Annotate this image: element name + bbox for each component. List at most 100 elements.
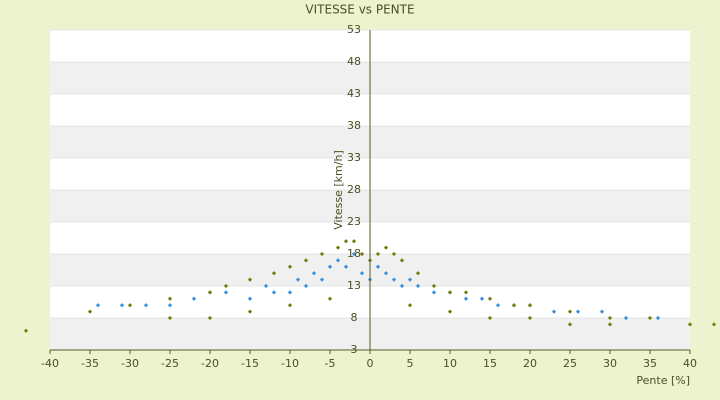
x-tick-label: 5	[407, 357, 414, 370]
point	[655, 315, 661, 321]
point	[383, 271, 389, 276]
point	[207, 315, 213, 321]
point	[623, 315, 629, 321]
point	[415, 283, 421, 289]
x-tick-label: 10	[443, 357, 457, 370]
point	[127, 303, 133, 308]
x-tick-label: 0	[367, 357, 374, 370]
point	[447, 290, 453, 295]
point	[247, 309, 253, 314]
point	[351, 239, 357, 244]
point	[167, 296, 173, 301]
point	[319, 277, 325, 282]
point	[487, 315, 493, 321]
y-tick-label: 13	[347, 279, 361, 292]
point	[23, 328, 29, 333]
point	[303, 258, 309, 263]
y-axis-title: Vitesse [km/h]	[332, 150, 345, 230]
point	[295, 277, 301, 282]
point	[383, 245, 389, 250]
point	[343, 239, 349, 244]
x-axis-title: Pente [%]	[636, 374, 690, 387]
point	[271, 271, 277, 276]
point	[287, 290, 293, 295]
x-tick-label: -10	[281, 357, 299, 370]
point	[303, 283, 309, 289]
point	[351, 251, 357, 257]
x-tick-label: -20	[201, 357, 219, 370]
point	[463, 296, 469, 301]
x-tick-label: 15	[483, 357, 497, 370]
point	[431, 283, 437, 289]
marks	[23, 239, 717, 333]
point	[575, 309, 581, 314]
point	[447, 309, 453, 314]
point	[607, 322, 613, 327]
point	[567, 309, 573, 314]
point	[191, 296, 197, 301]
point	[407, 277, 413, 282]
point	[487, 296, 493, 301]
x-tick-label: 20	[523, 357, 537, 370]
point	[463, 290, 469, 295]
point	[311, 271, 317, 276]
point	[247, 296, 253, 301]
x-tick-label: 30	[603, 357, 617, 370]
point	[647, 315, 653, 321]
point	[375, 264, 381, 269]
point	[287, 264, 293, 269]
point	[343, 264, 349, 269]
point	[407, 303, 413, 308]
point	[431, 290, 437, 295]
point	[359, 251, 365, 257]
point	[599, 309, 605, 314]
point	[511, 303, 517, 308]
x-tick-label: -5	[325, 357, 336, 370]
point	[687, 322, 693, 327]
point	[167, 315, 173, 321]
x-tick-label: -25	[161, 357, 179, 370]
point	[359, 271, 365, 276]
point	[319, 251, 325, 257]
point	[335, 245, 341, 250]
point	[327, 264, 333, 269]
point	[711, 322, 717, 327]
point	[143, 303, 149, 308]
point	[391, 277, 397, 282]
point	[527, 303, 533, 308]
point	[399, 258, 405, 263]
x-tick-label: 25	[563, 357, 577, 370]
y-tick-label: 48	[347, 55, 361, 68]
point	[527, 315, 533, 321]
chart-title: VITESSE vs PENTE	[305, 3, 414, 17]
x-tick-label: -30	[121, 357, 139, 370]
x-tick-label: -35	[81, 357, 99, 370]
x-tick-label: -40	[41, 357, 59, 370]
point	[223, 283, 229, 289]
x-tick-label: -15	[241, 357, 259, 370]
x-tick-label: 40	[683, 357, 697, 370]
point	[399, 283, 405, 289]
point	[415, 271, 421, 276]
point	[167, 303, 173, 308]
x-tick-label: 35	[643, 357, 657, 370]
point	[551, 309, 557, 314]
y-tick-label: 8	[351, 311, 358, 324]
y-tick-label: 53	[347, 23, 361, 36]
point	[335, 258, 341, 263]
y-tick-label: 23	[347, 215, 361, 228]
point	[567, 322, 573, 327]
point	[207, 290, 213, 295]
point	[495, 303, 501, 308]
y-tick-label: 38	[347, 119, 361, 132]
y-tick-label: 28	[347, 183, 361, 196]
point	[271, 290, 277, 295]
point	[287, 303, 293, 308]
point	[327, 296, 333, 301]
point	[375, 251, 381, 257]
point	[247, 277, 253, 282]
point	[607, 315, 613, 321]
y-tick-label: 18	[347, 247, 361, 260]
